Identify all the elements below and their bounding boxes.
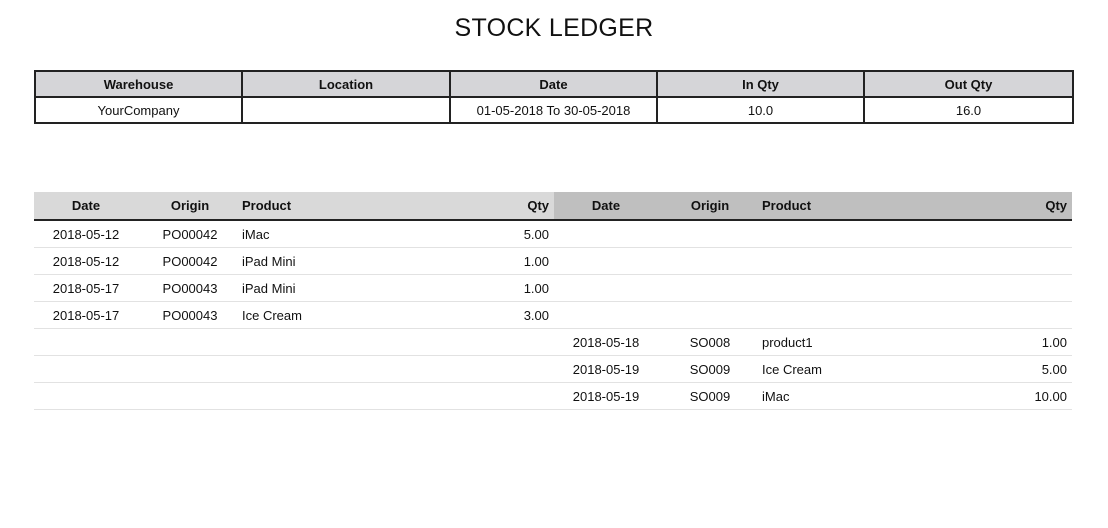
out-product-cell — [762, 247, 902, 275]
out-product-header: Product — [762, 192, 902, 221]
summary-header-out-qty: Out Qty — [863, 70, 1074, 98]
summary-header-location: Location — [241, 70, 451, 98]
in-origin-cell: PO00043 — [138, 274, 242, 302]
out-qty-cell: 10.00 — [902, 382, 1072, 410]
out-origin-cell — [658, 247, 762, 275]
out-product-cell — [762, 274, 902, 302]
in-origin-header: Origin — [138, 192, 242, 221]
ledger-header-row: Date Origin Product Qty Date Origin Prod… — [34, 192, 1072, 221]
in-product-cell: iPad Mini — [242, 247, 384, 275]
out-date-cell: 2018-05-19 — [554, 355, 658, 383]
table-row: 2018-05-19 SO009 iMac 10.00 — [34, 382, 1072, 410]
out-qty-cell: 1.00 — [902, 328, 1072, 356]
out-product-cell — [762, 220, 902, 248]
summary-header-in-qty: In Qty — [656, 70, 865, 98]
table-row: 2018-05-19 SO009 Ice Cream 5.00 — [34, 355, 1072, 383]
in-date-cell: 2018-05-17 — [34, 274, 138, 302]
in-origin-cell — [138, 355, 242, 383]
table-row: 2018-05-12 PO00042 iMac 5.00 — [34, 220, 1072, 248]
out-date-cell — [554, 301, 658, 329]
in-date-header: Date — [34, 192, 138, 221]
summary-header-warehouse: Warehouse — [34, 70, 243, 98]
in-date-cell: 2018-05-12 — [34, 220, 138, 248]
out-date-cell: 2018-05-19 — [554, 382, 658, 410]
out-qty-cell — [902, 220, 1072, 248]
out-origin-cell — [658, 301, 762, 329]
in-date-cell — [34, 355, 138, 383]
out-date-cell — [554, 247, 658, 275]
in-product-cell: iPad Mini — [242, 274, 384, 302]
summary-warehouse-value: YourCompany — [34, 96, 243, 124]
summary-in-qty-value: 10.0 — [656, 96, 865, 124]
summary-header-date: Date — [449, 70, 658, 98]
table-row: 2018-05-18 SO008 product1 1.00 — [34, 328, 1072, 356]
ledger-table: Date Origin Product Qty Date Origin Prod… — [34, 192, 1072, 410]
out-origin-cell: SO009 — [658, 382, 762, 410]
in-origin-cell — [138, 382, 242, 410]
out-date-cell — [554, 274, 658, 302]
report-title: STOCK LEDGER — [454, 14, 654, 42]
in-product-cell — [242, 328, 384, 356]
in-date-cell: 2018-05-12 — [34, 247, 138, 275]
in-product-cell: iMac — [242, 220, 384, 248]
in-origin-cell — [138, 328, 242, 356]
out-product-cell: product1 — [762, 328, 902, 356]
in-date-cell — [34, 328, 138, 356]
out-date-cell: 2018-05-18 — [554, 328, 658, 356]
table-row: 2018-05-17 PO00043 Ice Cream 3.00 — [34, 301, 1072, 329]
out-date-cell — [554, 220, 658, 248]
out-qty-cell — [902, 247, 1072, 275]
summary-value-row: YourCompany 01-05-2018 To 30-05-2018 10.… — [34, 96, 1074, 124]
summary-out-qty-value: 16.0 — [863, 96, 1074, 124]
in-product-cell: Ice Cream — [242, 301, 384, 329]
out-origin-cell: SO009 — [658, 355, 762, 383]
table-row: 2018-05-17 PO00043 iPad Mini 1.00 — [34, 274, 1072, 302]
out-origin-cell: SO008 — [658, 328, 762, 356]
in-qty-cell — [384, 355, 554, 383]
in-qty-header: Qty — [384, 192, 554, 221]
out-origin-cell — [658, 220, 762, 248]
in-qty-cell: 3.00 — [384, 301, 554, 329]
out-product-cell — [762, 301, 902, 329]
in-qty-cell: 5.00 — [384, 220, 554, 248]
out-qty-cell — [902, 301, 1072, 329]
in-date-cell: 2018-05-17 — [34, 301, 138, 329]
in-origin-cell: PO00042 — [138, 247, 242, 275]
in-product-header: Product — [242, 192, 384, 221]
table-row: 2018-05-12 PO00042 iPad Mini 1.00 — [34, 247, 1072, 275]
out-product-cell: iMac — [762, 382, 902, 410]
out-qty-cell: 5.00 — [902, 355, 1072, 383]
out-qty-header: Qty — [902, 192, 1072, 221]
in-qty-cell: 1.00 — [384, 274, 554, 302]
in-qty-cell — [384, 328, 554, 356]
in-date-cell — [34, 382, 138, 410]
in-origin-cell: PO00043 — [138, 301, 242, 329]
in-origin-cell: PO00042 — [138, 220, 242, 248]
out-origin-cell — [658, 274, 762, 302]
in-product-cell — [242, 355, 384, 383]
out-qty-cell — [902, 274, 1072, 302]
in-product-cell — [242, 382, 384, 410]
in-qty-cell — [384, 382, 554, 410]
in-qty-cell: 1.00 — [384, 247, 554, 275]
out-date-header: Date — [554, 192, 658, 221]
summary-location-value — [241, 96, 451, 124]
out-product-cell: Ice Cream — [762, 355, 902, 383]
summary-header-row: Warehouse Location Date In Qty Out Qty — [34, 70, 1074, 98]
out-origin-header: Origin — [658, 192, 762, 221]
summary-date-value: 01-05-2018 To 30-05-2018 — [449, 96, 658, 124]
summary-table: Warehouse Location Date In Qty Out Qty Y… — [34, 70, 1074, 124]
